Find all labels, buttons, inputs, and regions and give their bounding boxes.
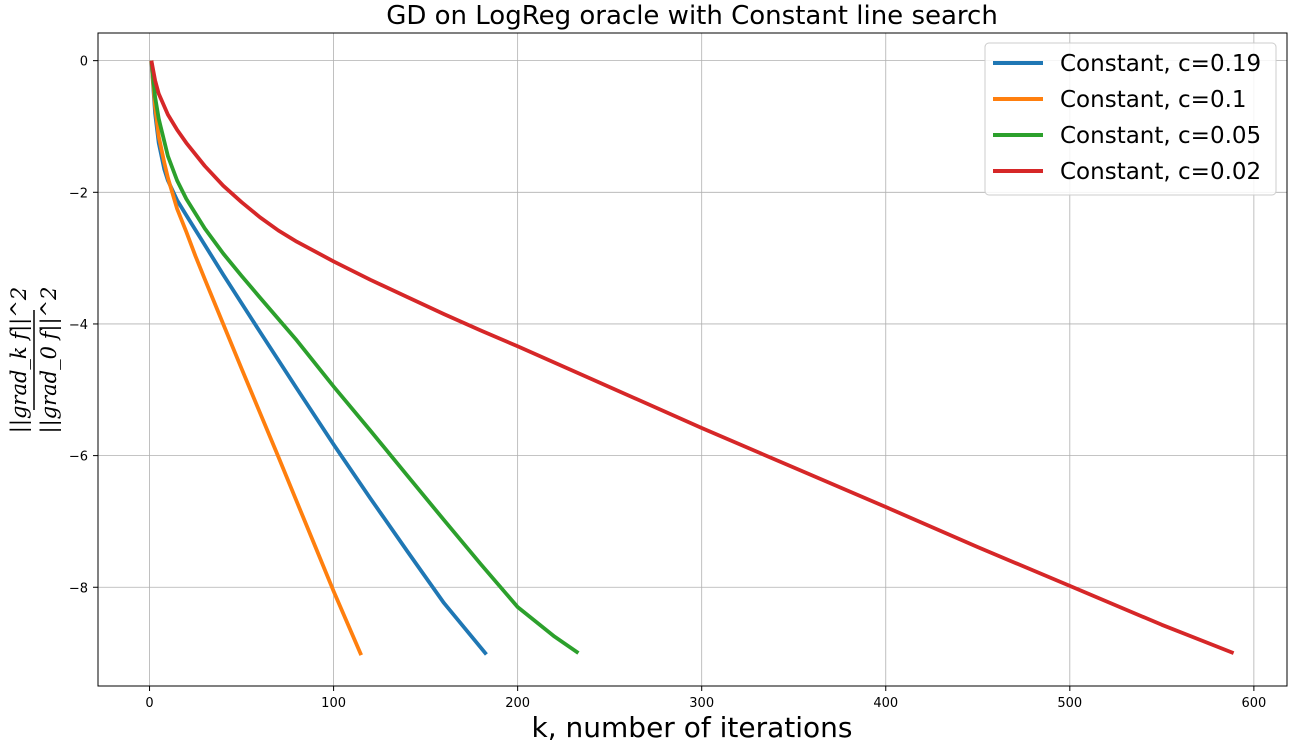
x-tick-label: 100 [321,696,346,711]
plot-frame [97,32,1288,687]
legend: Constant, c=0.19 Constant, c=0.1 Constant,… [984,42,1277,196]
series-line [149,60,580,655]
legend-label: Constant, c=0.1 [1060,87,1247,113]
y-tick-label: −2 [69,186,88,201]
legend-label: Constant, c=0.02 [1060,159,1261,185]
ticks: 0 100 200 300 400 500 600 0 −2 −4 −6 −8 [69,55,1266,711]
x-axis-label: k, number of iterations [532,711,853,744]
x-tick-label: 300 [689,696,714,711]
x-tick-label: 400 [873,696,898,711]
series-line [149,60,488,656]
y-axis-label-numerator: ||grad_k f||^2 [7,287,32,433]
series-line [149,60,1235,655]
x-tick-label: 200 [505,696,530,711]
y-axis-label-denominator: ||grad_0 f||^2 [37,286,62,433]
y-tick-label: 0 [80,55,88,70]
y-tick-label: −4 [69,318,88,333]
x-tick-label: 600 [1241,696,1266,711]
x-tick-label: 0 [145,696,153,711]
legend-box [984,42,1277,196]
legend-label: Constant, c=0.19 [1060,51,1261,77]
y-axis-label: ||grad_k f||^2 ||grad_0 f||^2 [7,286,62,433]
y-tick-label: −6 [69,450,88,465]
legend-label: Constant, c=0.05 [1060,123,1261,149]
chart-title: GD on LogReg oracle with Constant line s… [386,1,998,31]
y-tick-label: −8 [69,581,88,596]
x-tick-label: 500 [1057,696,1082,711]
series-layer [149,60,1235,656]
series-line [149,60,363,656]
